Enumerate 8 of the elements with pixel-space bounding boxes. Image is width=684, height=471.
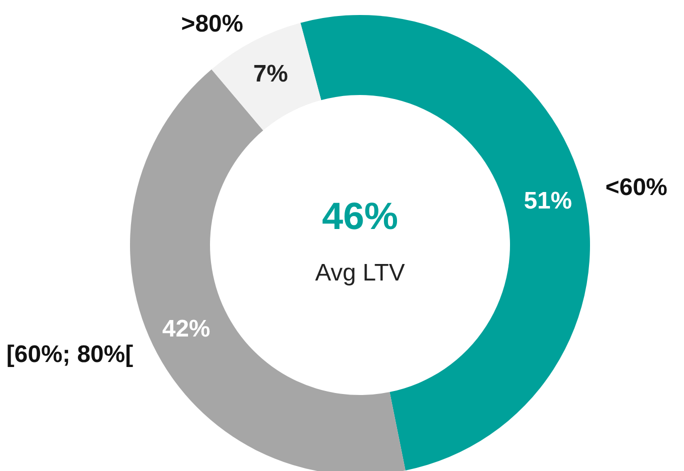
text: Avg LTV: [315, 260, 405, 286]
slice-label: [60%; 80%[: [6, 341, 134, 368]
data-label: 42%: [162, 316, 210, 342]
data-label: 7%: [253, 60, 288, 88]
slice-label: >80%: [181, 10, 244, 38]
text: 46%: [322, 196, 398, 238]
data-label: 51%: [524, 187, 572, 214]
slice-label: <60%: [605, 174, 668, 201]
